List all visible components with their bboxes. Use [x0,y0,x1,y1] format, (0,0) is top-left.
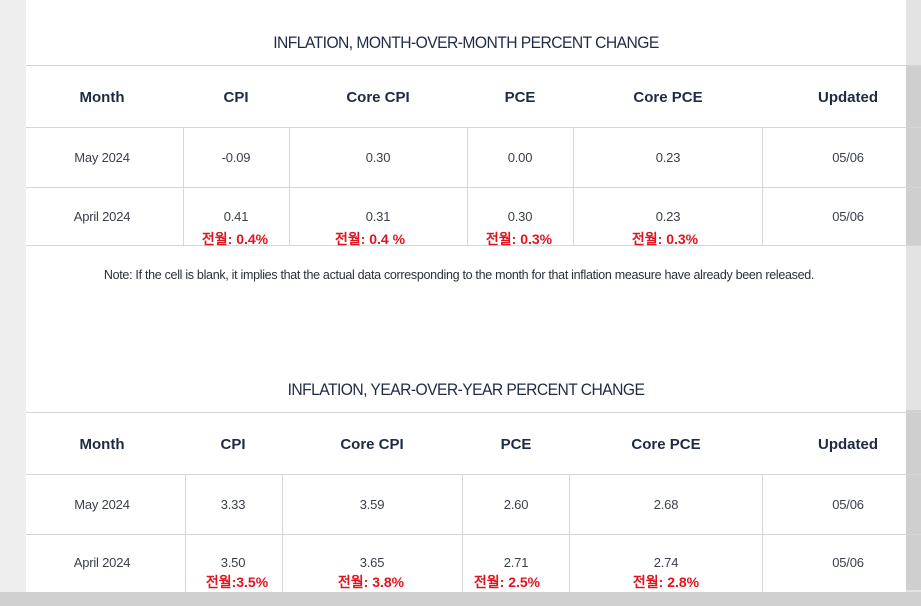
mom-col-divider [289,127,290,245]
yoy-cpi-prev-note: 전월:3.5% [205,574,269,590]
yoy-header-core-cpi: Core CPI [340,436,404,453]
yoy-row2-core-cpi: 3.65 [359,555,385,570]
mom-header-core-cpi: Core CPI [346,89,410,106]
mom-row-rule [26,187,921,188]
yoy-col-divider [462,474,463,592]
yoy-col-divider [569,474,570,592]
mom-row1-month: May 2024 [74,150,130,165]
yoy-core-cpi-prev-note: 전월: 3.8% [337,574,405,590]
mom-header-pce: PCE [504,89,536,106]
yoy-row1-core-pce: 2.68 [653,497,679,512]
yoy-row-rule [26,534,921,535]
mom-col-divider [467,127,468,245]
mom-cpi-prev-note: 전월: 0.4% [201,231,269,247]
mom-col-divider [183,127,184,245]
yoy-row1-month: May 2024 [74,497,130,512]
mom-row1-core-pce: 0.23 [655,150,681,165]
mom-bottom-rule [26,245,921,246]
yoy-header-pce: PCE [500,436,532,453]
yoy-table-title: INFLATION, YEAR-OVER-YEAR PERCENT CHANGE [287,380,645,399]
yoy-row2-updated: 05/06 [832,555,864,570]
mom-col-divider [573,127,574,245]
mom-core-cpi-prev-note: 전월: 0.4 % [334,231,406,247]
yoy-header-rule [26,474,921,475]
mom-header-cpi: CPI [223,89,249,106]
scrollbar-track-upper [906,65,921,245]
mom-table-title: INFLATION, MONTH-OVER-MONTH PERCENT CHAN… [273,33,659,52]
yoy-row1-updated: 05/06 [832,497,864,512]
mom-header-rule [26,127,921,128]
window-right-edge [906,0,921,606]
yoy-row2-pce: 2.71 [503,555,529,570]
mom-header-core-pce: Core PCE [633,89,703,106]
yoy-col-divider [762,474,763,592]
yoy-col-divider [185,474,186,592]
mom-row2-core-cpi: 0.31 [365,209,391,224]
blank-cell-footnote: Note: If the cell is blank, it implies t… [103,268,815,282]
mom-core-pce-prev-note: 전월: 0.3% [631,231,699,247]
yoy-row1-pce: 2.60 [503,497,529,512]
mom-row1-cpi: -0.09 [221,150,251,165]
mom-row1-core-cpi: 0.30 [365,150,391,165]
yoy-core-pce-prev-note: 전월: 2.8% [632,574,700,590]
mom-row2-cpi: 0.41 [223,209,249,224]
mom-col-divider [762,127,763,245]
yoy-row1-core-cpi: 3.59 [359,497,385,512]
yoy-header-month: Month [79,436,125,453]
mom-row2-month: April 2024 [73,209,131,224]
yoy-row2-core-pce: 2.74 [653,555,679,570]
yoy-col-divider [282,474,283,592]
mom-row2-updated: 05/06 [832,209,864,224]
yoy-row2-cpi: 3.50 [220,555,246,570]
yoy-pce-prev-note: 전월: 2.5% [473,574,541,590]
yoy-top-rule [26,412,921,413]
window-left-edge [0,0,26,606]
yoy-row2-month: April 2024 [73,555,131,570]
yoy-header-core-pce: Core PCE [631,436,701,453]
mom-row2-core-pce: 0.23 [655,209,681,224]
mom-header-updated: Updated [818,89,878,106]
mom-row1-pce: 0.00 [507,150,533,165]
yoy-header-cpi: CPI [220,436,246,453]
mom-pce-prev-note: 전월: 0.3% [485,231,553,247]
mom-top-rule [26,65,921,66]
mom-header-month: Month [79,89,125,106]
mom-row1-updated: 05/06 [832,150,864,165]
yoy-row1-cpi: 3.33 [220,497,246,512]
mom-row2-pce: 0.30 [507,209,533,224]
window-bottom-edge [0,592,921,606]
yoy-header-updated: Updated [818,436,878,453]
scrollbar-track-lower [906,410,921,590]
